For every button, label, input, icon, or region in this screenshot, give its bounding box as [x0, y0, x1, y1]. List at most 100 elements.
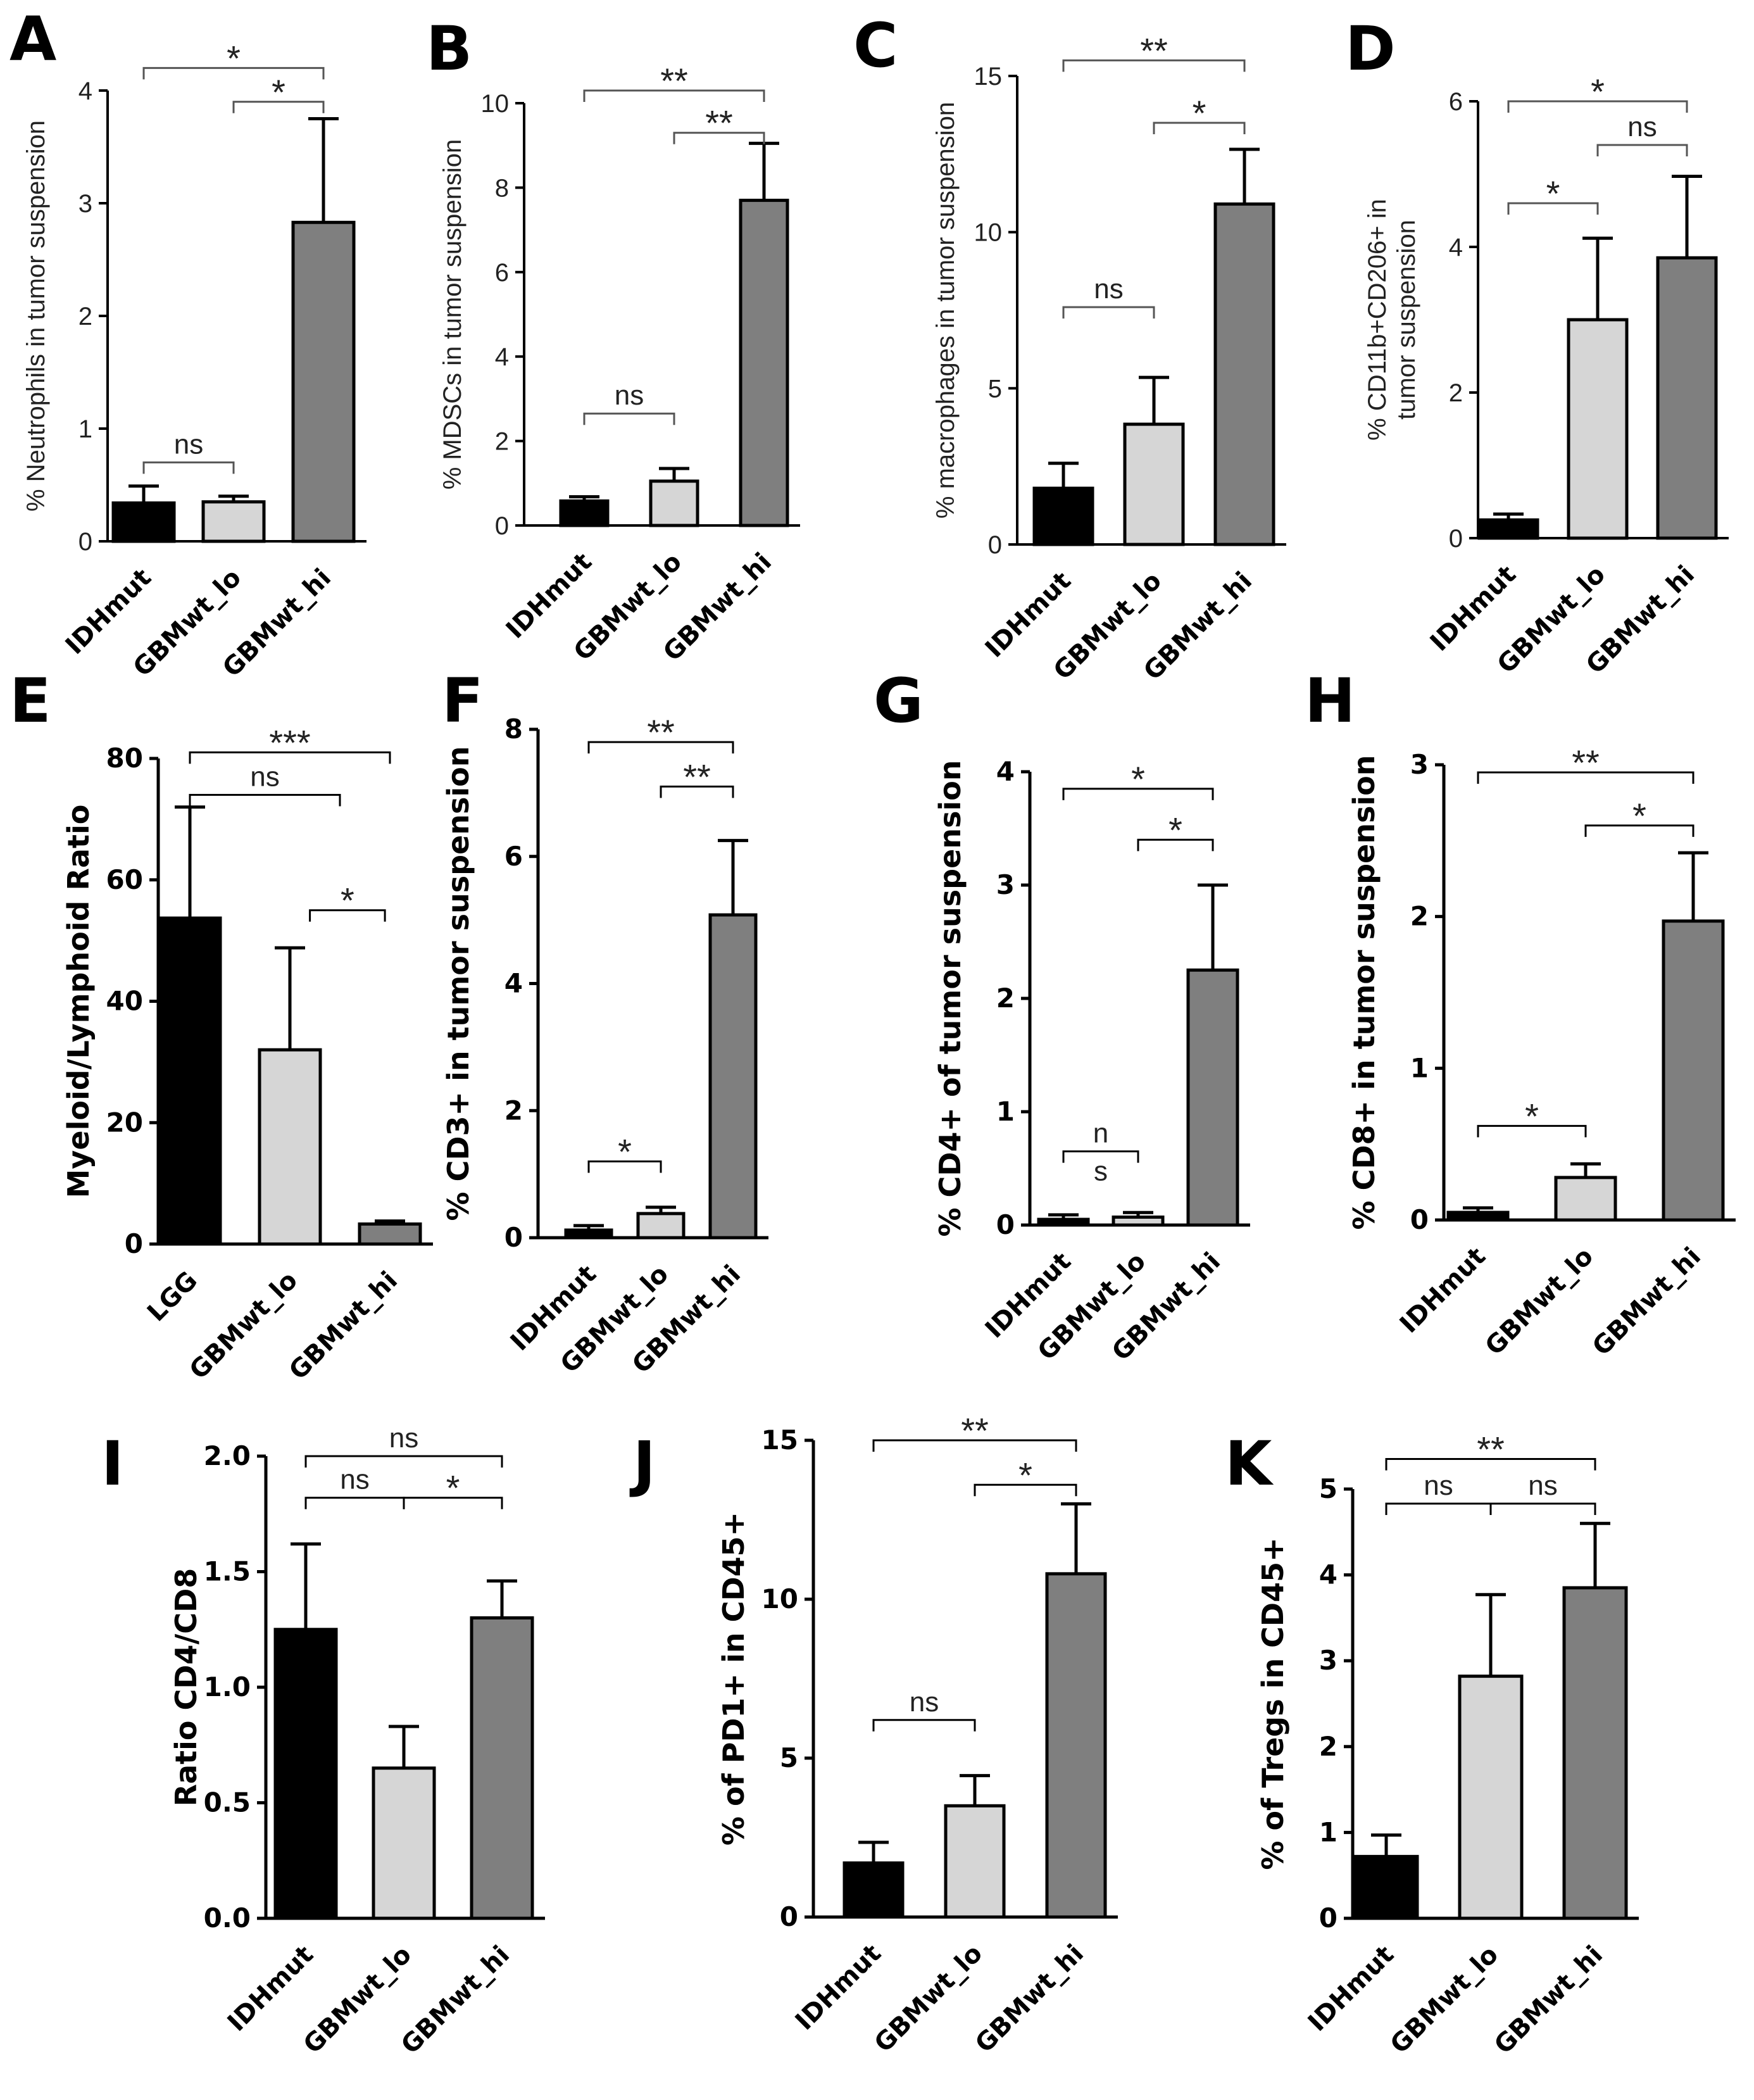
y-tick-label: 2 — [996, 983, 1015, 1014]
y-tick-label: 3 — [996, 869, 1015, 900]
significance-label: *** — [269, 722, 310, 762]
x-tick-label: IDHmut — [980, 567, 1077, 663]
bar-GBMwt_hi — [1186, 968, 1239, 1227]
y-tick-label: 0 — [988, 531, 1002, 559]
significance-bracket — [1596, 144, 1688, 156]
significance-label: ** — [1477, 1430, 1505, 1469]
x-tick-label: GBMwt_lo — [1480, 1242, 1599, 1361]
y-tick-label: 1.0 — [204, 1671, 251, 1702]
significance-bracket — [403, 1497, 503, 1509]
panel-letter-I: I — [101, 1428, 124, 1499]
significance-label: ** — [1572, 743, 1600, 783]
y-tick-label: 0 — [125, 1228, 143, 1259]
y-axis-title: % CD8+ in tumor suspension — [1347, 755, 1381, 1230]
y-tick-label: 2 — [1319, 1731, 1337, 1762]
panel-letter-J: J — [629, 1428, 656, 1499]
significance-label: ** — [961, 1411, 989, 1450]
y-tick-label: 2 — [1449, 379, 1463, 407]
bar-IDHmut — [1446, 1210, 1510, 1222]
panel-letter-C: C — [853, 10, 898, 81]
bar-GBMwt_lo — [201, 500, 266, 543]
significance-bracket — [1385, 1502, 1492, 1516]
y-tick-label: 5 — [988, 375, 1002, 403]
panel-letter-D: D — [1345, 13, 1396, 84]
x-tick-label: GBMwt_hi — [970, 1939, 1089, 2059]
bar-GBMwt_hi — [708, 913, 758, 1240]
x-tick-label: GBMwt_hi — [1587, 1242, 1707, 1362]
bar-GBMwt_lo — [1554, 1176, 1617, 1222]
y-tick-label: 0 — [780, 1901, 798, 1932]
bar-GBMwt_hi — [358, 1222, 422, 1246]
x-tick-label: GBMwt_lo — [869, 1939, 988, 2058]
x-tick-label: GBMwt_hi — [284, 1266, 403, 1386]
panel-letter-H: H — [1305, 665, 1355, 736]
significance-label: * — [1018, 1455, 1032, 1495]
y-tick-label: 0 — [78, 528, 92, 556]
bar-GBMwt_hi — [291, 220, 356, 543]
y-tick-label: 4 — [1449, 234, 1463, 261]
y-tick-label: 40 — [106, 986, 143, 1017]
panel-E: E020406080LGGGBMwt_loGBMwt_hi***ns*Myelo… — [9, 665, 433, 1386]
significance-bracket — [304, 1455, 503, 1468]
y-tick-label: 0 — [495, 512, 509, 540]
significance-bracket — [660, 785, 734, 798]
panel-letter-K: K — [1225, 1428, 1274, 1499]
significance-bracket — [1062, 1150, 1139, 1163]
significance-label: * — [1525, 1096, 1539, 1136]
y-tick-label: 1 — [1410, 1052, 1429, 1083]
significance-bracket — [189, 751, 391, 764]
y-tick-label: 2.0 — [204, 1440, 251, 1471]
y-tick-label: 10 — [481, 90, 510, 118]
y-tick-label: 2 — [504, 1095, 523, 1126]
significance-label: ns — [615, 380, 644, 411]
significance-bracket — [232, 101, 325, 113]
y-tick-label: 1.5 — [204, 1556, 251, 1587]
y-tick-label: 4 — [1319, 1559, 1337, 1590]
significance-label: * — [1168, 810, 1182, 850]
bar-GBMwt_lo — [1123, 422, 1185, 546]
panel-I: I0.00.51.01.52.0IDHmutGBMwt_loGBMwt_hins… — [101, 1423, 545, 2060]
significance-bracket — [189, 794, 341, 807]
significance-label: * — [272, 72, 285, 112]
bar-IDHmut — [1032, 486, 1094, 546]
significance-bracket — [872, 1439, 1077, 1452]
significance-bracket — [1062, 306, 1155, 319]
bar-GBMwt_lo — [1458, 1675, 1524, 1920]
y-tick-label: 6 — [1449, 88, 1463, 116]
y-tick-label: 0 — [1410, 1204, 1429, 1235]
bar-IDHmut — [1353, 1854, 1419, 1920]
significance-bracket — [872, 1719, 976, 1732]
significance-label: ** — [683, 757, 711, 796]
y-tick-label: 5 — [1319, 1473, 1337, 1504]
significance-label: * — [1591, 72, 1605, 111]
y-axis-title: % CD4+ of tumor suspension — [933, 760, 967, 1236]
significance-label: * — [227, 38, 241, 78]
significance-bracket — [304, 1497, 405, 1509]
significance-bracket — [1477, 1124, 1587, 1138]
significance-bracket — [1477, 771, 1694, 784]
significance-bracket — [583, 89, 765, 102]
significance-bracket — [583, 412, 675, 425]
y-tick-label: 2 — [495, 428, 509, 456]
significance-label: n — [1093, 1118, 1108, 1149]
y-tick-label: 4 — [78, 77, 92, 105]
bar-GBMwt_hi — [1562, 1586, 1628, 1920]
y-tick-label: 10 — [761, 1583, 798, 1614]
y-tick-label: 15 — [974, 63, 1003, 91]
y-axis-title: % CD3+ in tumor suspension — [441, 746, 475, 1221]
significance-bracket — [1137, 838, 1214, 852]
significance-bracket — [1385, 1458, 1596, 1471]
y-tick-label: 6 — [495, 259, 509, 287]
y-tick-label: 0 — [504, 1222, 523, 1253]
y-axis-title: Myeloid/Lymphoid Ratio — [61, 805, 96, 1198]
bar-GBMwt_lo — [649, 479, 699, 527]
significance-bracket — [1489, 1502, 1596, 1516]
bar-GBMwt_hi — [470, 1616, 534, 1920]
bar-IDHmut — [564, 1228, 613, 1240]
significance-label: * — [341, 881, 354, 921]
